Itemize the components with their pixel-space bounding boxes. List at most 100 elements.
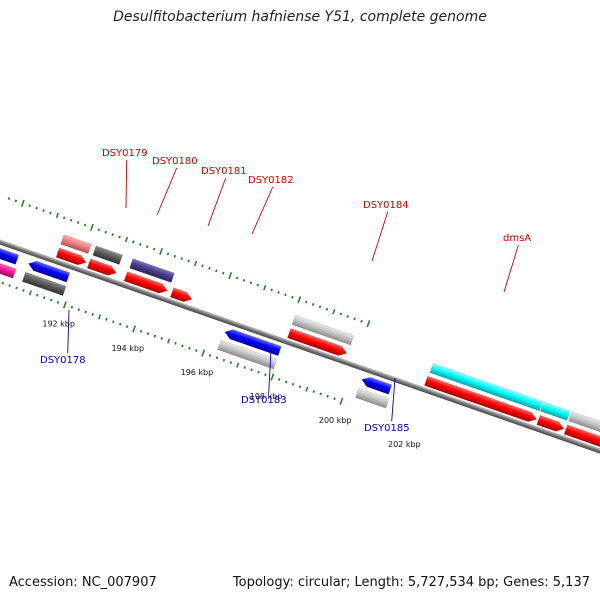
scale-tick — [270, 288, 273, 292]
gene-label[interactable]: DSY0178 — [40, 355, 86, 366]
scale-tick — [152, 247, 156, 251]
gene-label[interactable]: DSY0180 — [152, 156, 198, 167]
scale-tick — [263, 284, 267, 291]
scale-tick — [97, 314, 102, 320]
scale-tick — [332, 309, 336, 315]
tick-layer — [1, 197, 371, 405]
scale-tick — [90, 223, 94, 231]
scale-tick — [36, 293, 39, 297]
gene-label-leader — [503, 244, 519, 293]
scale-tick — [125, 325, 129, 328]
scale-tick — [56, 301, 60, 304]
scale-tick — [49, 211, 52, 215]
scale-tick — [42, 209, 45, 212]
scale-tick — [132, 325, 136, 333]
scale-tick — [180, 257, 184, 261]
gene-feature[interactable] — [360, 375, 393, 395]
gene-label-leader — [251, 186, 274, 235]
scale-tick — [187, 259, 190, 263]
scale-tick — [242, 278, 246, 282]
gene-label[interactable]: DSY0182 — [248, 175, 294, 186]
gene-feature[interactable] — [355, 387, 390, 409]
scale-tick — [228, 271, 233, 280]
scale-tick — [304, 300, 308, 304]
gene-feature[interactable] — [0, 241, 20, 265]
gene-feature[interactable] — [287, 328, 348, 358]
scale-tick — [188, 346, 191, 350]
gene-feature[interactable] — [27, 259, 71, 283]
gene-feature[interactable] — [21, 271, 67, 297]
scale-tick — [284, 293, 287, 297]
scale-tick — [35, 206, 38, 210]
scale-tick — [63, 301, 67, 309]
scale-tick — [173, 254, 177, 258]
scale-tick — [215, 356, 219, 360]
scale-tick — [49, 298, 53, 302]
scale-tick — [249, 281, 253, 285]
scale-tick — [222, 358, 226, 362]
gene-feature[interactable] — [0, 253, 17, 279]
gene-feature[interactable] — [217, 339, 278, 370]
scale-tick — [297, 296, 302, 304]
scale-tick — [8, 284, 11, 288]
gene-feature[interactable] — [169, 287, 193, 304]
scale-tick-label: 196 kbp — [181, 368, 214, 377]
scale-tick — [257, 370, 260, 374]
scale-tick — [333, 397, 336, 401]
gene-feature[interactable] — [563, 424, 600, 454]
gene-feature[interactable] — [429, 362, 544, 412]
genome-summary-text: Topology: circular; Length: 5,727,534 bp… — [232, 575, 590, 590]
scale-tick — [250, 368, 253, 372]
scale-tick — [325, 307, 329, 311]
gene-feature[interactable] — [540, 401, 571, 421]
scale-tick — [243, 366, 246, 369]
scale-tick — [83, 223, 87, 227]
scale-tick — [174, 341, 177, 345]
gene-feature[interactable] — [291, 314, 355, 346]
scale-tick — [311, 303, 315, 306]
gene-feature[interactable] — [55, 247, 88, 267]
scale-tick — [111, 233, 114, 237]
scale-tick-label: 194 kbp — [111, 344, 144, 353]
rotated-map-group — [0, 197, 600, 468]
scale-tick-label: 200 kbp — [319, 416, 352, 425]
scale-tick — [145, 245, 149, 249]
scale-tick — [112, 320, 115, 324]
gene-label-leader — [207, 177, 227, 227]
scale-tick — [222, 271, 225, 275]
gene-feature[interactable] — [60, 234, 92, 254]
scale-tick — [256, 283, 260, 287]
gene-feature[interactable] — [92, 245, 123, 265]
gene-label-leader — [371, 211, 389, 262]
scale-tick — [201, 349, 206, 357]
scale-tick — [20, 199, 25, 207]
scale-tick — [76, 221, 80, 225]
gene-label[interactable]: dmsA — [503, 233, 531, 244]
scale-tick — [22, 288, 25, 292]
scale-tick — [153, 334, 157, 338]
scale-tick — [235, 276, 239, 280]
scale-tick — [139, 242, 142, 246]
gene-feature[interactable] — [568, 411, 600, 438]
scale-tick — [69, 218, 73, 222]
gene-feature[interactable] — [223, 327, 282, 357]
scale-tick — [208, 353, 212, 357]
gene-feature[interactable] — [536, 414, 566, 433]
gene-label[interactable]: DSY0179 — [102, 148, 148, 159]
scale-tick — [159, 247, 163, 256]
gene-feature[interactable] — [129, 258, 175, 283]
scale-tick — [42, 296, 46, 300]
gene-label[interactable]: DSY0181 — [201, 166, 247, 177]
gene-label[interactable]: DSY0184 — [363, 200, 409, 211]
scale-tick — [124, 236, 129, 243]
gene-label[interactable]: DSY0183 — [241, 395, 287, 406]
gene-feature[interactable] — [86, 258, 118, 278]
scale-tick-label: 192 kbp — [42, 320, 75, 329]
scale-tick — [194, 260, 198, 267]
scale-tick — [181, 344, 184, 348]
gene-label[interactable]: DSY0185 — [364, 423, 410, 434]
gene-feature[interactable] — [424, 375, 538, 424]
gene-label-leader — [125, 159, 128, 209]
gene-feature[interactable] — [123, 271, 169, 296]
